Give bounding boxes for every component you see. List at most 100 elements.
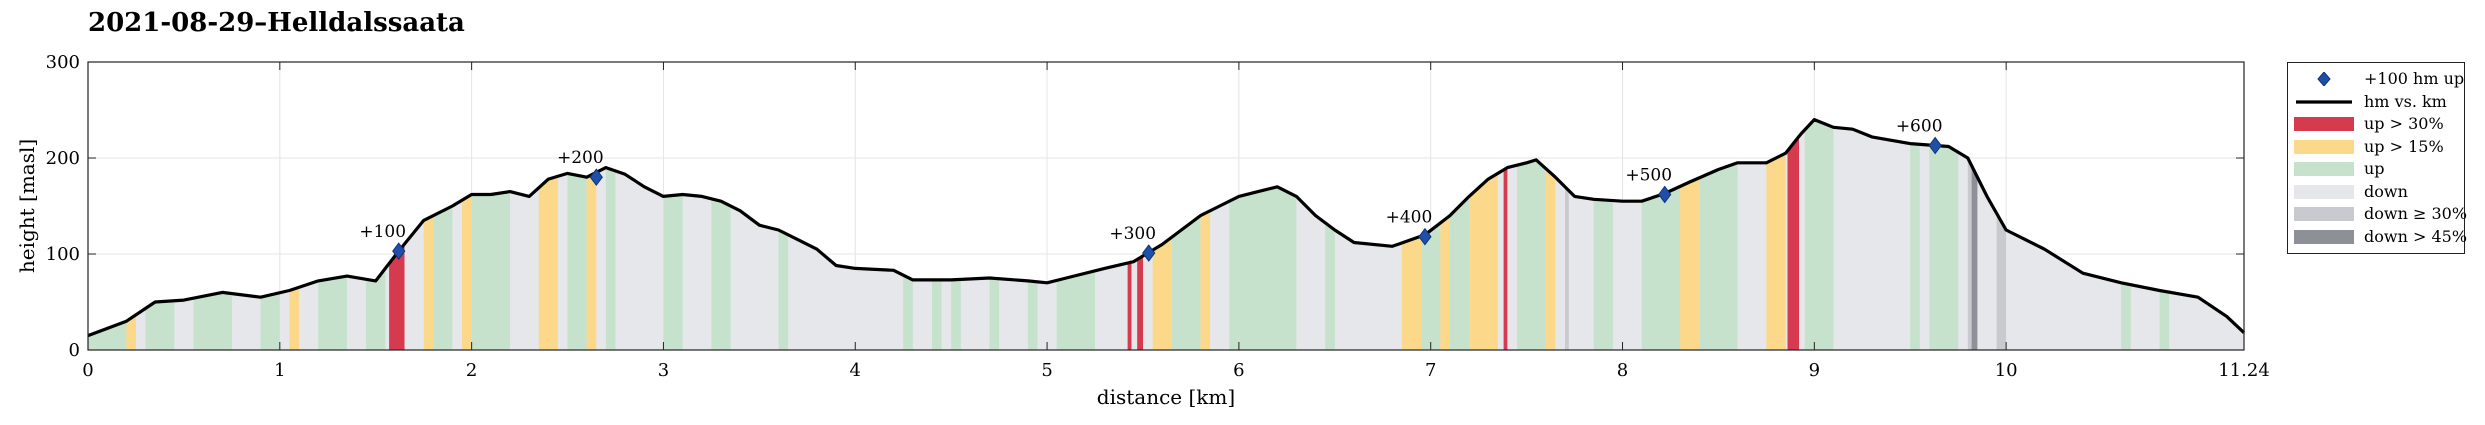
marker-label: +400	[1386, 208, 1433, 228]
y-tick-label: 200	[46, 148, 80, 169]
marker-label: +600	[1896, 117, 1943, 137]
band-up	[567, 173, 587, 350]
band-up-15	[586, 172, 597, 350]
band-up	[1229, 186, 1297, 350]
marker-diamond	[392, 242, 406, 260]
band-up-steep30	[1137, 255, 1143, 350]
band-up	[433, 206, 453, 350]
profile-line	[87, 118, 2246, 338]
legend: +100 hm up hm vs. km up > 30% up > 15% up dow…	[2287, 62, 2468, 254]
legend-label: down ≥ 30%	[2364, 204, 2468, 223]
legend-color-box	[2294, 117, 2354, 131]
axes: 0 1 2 3 4 5 6 7 8 9 10 11.24 0 100 200 300	[46, 52, 2270, 381]
legend-marker-icon	[2317, 72, 2331, 86]
band-up-15	[1766, 153, 1786, 350]
x-tick-label: 9	[1809, 360, 1820, 381]
band-down-45	[1971, 165, 1978, 350]
legend-swatch	[2317, 72, 2331, 86]
band-up	[1593, 199, 1613, 350]
chart-title: 2021-08-29–Helldalssaata	[88, 8, 465, 38]
legend-label: hm vs. km	[2364, 91, 2447, 111]
band-up-15	[1469, 173, 1498, 350]
legend-label: up > 15%	[2364, 136, 2444, 156]
legend-label: down > 45%	[2364, 226, 2468, 246]
band-up	[366, 268, 386, 350]
x-tick-label: 6	[1233, 360, 1244, 381]
band-up	[951, 279, 961, 350]
legend-entry: up > 30%	[2288, 114, 2464, 134]
x-tick-label: 4	[850, 360, 861, 381]
band-up	[318, 276, 347, 350]
marker-diamond	[589, 168, 603, 187]
marker-diamond	[1418, 227, 1432, 246]
legend-label: up > 30%	[2364, 114, 2444, 133]
legend-color-box	[2294, 207, 2354, 221]
band-up	[1517, 159, 1546, 350]
band-up-15	[1545, 168, 1556, 350]
band-up	[778, 230, 789, 350]
legend-swatch	[2294, 162, 2354, 176]
legend-entry: hm vs. km	[2288, 92, 2464, 112]
legend-entry: down	[2288, 182, 2464, 202]
band-up-15	[423, 215, 434, 350]
marker-diamond	[1928, 136, 1942, 155]
x-tick-label: 2	[466, 360, 477, 381]
x-axis-label: distance [km]	[1097, 385, 1235, 409]
legend-color-box	[2294, 162, 2354, 176]
markers: +100 +200 +300 +400 +500 +600	[359, 117, 1943, 262]
y-tick-label: 300	[46, 52, 80, 73]
y-axis-label: height [masl]	[15, 139, 39, 273]
band-up-15	[1401, 236, 1422, 350]
band-up	[1699, 162, 1738, 350]
band-up	[1027, 280, 1038, 350]
legend-label: +100 hm up	[2364, 69, 2465, 88]
legend-color-box	[2294, 184, 2354, 199]
legend-swatch	[2294, 229, 2354, 244]
gradient-bands	[88, 119, 2244, 350]
marker-diamond	[1142, 244, 1156, 262]
marker-label: +500	[1625, 165, 1672, 185]
band-up-15	[1680, 177, 1700, 350]
legend-color-box	[2294, 229, 2354, 244]
band-up-steep30	[1787, 136, 1799, 350]
band-up-15	[1152, 237, 1172, 350]
x-tick-label: 10	[1995, 360, 2018, 381]
y-tick-label: 0	[69, 340, 80, 361]
x-tick-label: 3	[658, 360, 669, 381]
band-up	[88, 321, 127, 350]
band-up	[1804, 119, 1834, 350]
x-tick-label: 1	[274, 360, 285, 381]
legend-swatch	[2294, 184, 2354, 199]
band-up-15	[1440, 215, 1450, 350]
band-up-15	[1200, 210, 1211, 350]
legend-entry: down > 45%	[2288, 226, 2468, 247]
band-up	[663, 194, 683, 350]
band-up	[1171, 215, 1201, 350]
band-up	[145, 300, 175, 350]
band-up	[1325, 222, 1335, 350]
band-up-15	[538, 176, 558, 350]
band-up	[989, 278, 1000, 350]
band-up	[1929, 145, 1959, 350]
band-up	[1910, 143, 1920, 350]
y-tick-label: 100	[46, 244, 80, 265]
band-up-15	[126, 314, 136, 350]
legend-entry: up	[2288, 159, 2464, 179]
band-up	[1449, 196, 1470, 350]
band-up	[1641, 186, 1681, 350]
band-up	[605, 167, 616, 350]
legend-label: up	[2364, 159, 2385, 178]
legend-swatch	[2294, 207, 2354, 221]
marker-label: +300	[1109, 224, 1156, 244]
x-tick-label: 5	[1041, 360, 1052, 381]
band-up	[1056, 270, 1095, 350]
band-up	[260, 292, 280, 350]
band-up-steep30	[389, 244, 405, 350]
legend-swatch	[2294, 117, 2354, 131]
band-up	[471, 191, 510, 350]
band-down-30	[1967, 158, 1972, 350]
marker-label: +200	[557, 148, 604, 168]
legend-swatch	[2294, 139, 2354, 154]
legend-label: down	[2364, 181, 2408, 201]
